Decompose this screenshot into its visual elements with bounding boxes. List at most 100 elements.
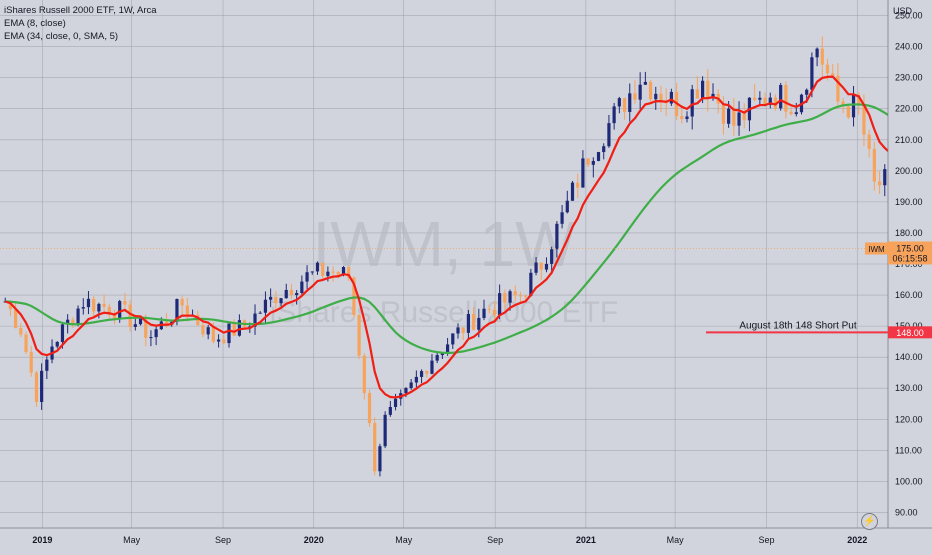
candle-body: [102, 303, 106, 307]
candle-body: [461, 327, 465, 333]
candle-body: [524, 295, 528, 297]
candle-body: [836, 75, 840, 102]
time-tick-label: May: [123, 535, 141, 545]
candle-body: [862, 103, 866, 135]
candle-body: [154, 329, 158, 338]
candle-body: [883, 169, 887, 186]
candle-body: [383, 414, 387, 447]
candle-body: [789, 111, 793, 115]
price-tick-label: 140.00: [895, 352, 923, 362]
candle-body: [487, 308, 491, 310]
indicator-ema-slow[interactable]: EMA (34, close, 0, SMA, 5): [4, 31, 119, 42]
price-tick-label: 200.00: [895, 166, 923, 176]
price-axis-bg: [888, 0, 932, 550]
candle-body: [768, 97, 772, 105]
candle-body: [763, 97, 767, 105]
candle-body: [451, 333, 455, 345]
candle-body: [654, 93, 658, 100]
candle-body: [81, 307, 85, 309]
candle-body: [435, 355, 439, 361]
lightning-icon[interactable]: ⚡: [861, 513, 878, 530]
price-tick-label: 230.00: [895, 73, 923, 83]
candle-body: [539, 262, 543, 270]
candle-body: [550, 249, 554, 264]
candle-body: [378, 446, 382, 472]
price-tick-label: 180.00: [895, 228, 923, 238]
candle-body: [216, 339, 221, 342]
candle-body: [737, 112, 741, 126]
candle-body: [820, 48, 824, 65]
candle-body: [555, 223, 559, 250]
price-tick-label: 210.00: [895, 135, 923, 145]
candle-body: [227, 323, 231, 344]
candle-body: [352, 277, 356, 316]
candle-body: [685, 116, 689, 120]
time-tick-label: Sep: [759, 535, 775, 545]
ema-slow-line: [5, 103, 932, 355]
candle-body: [425, 371, 429, 374]
candle-body: [367, 393, 372, 424]
candle-body: [263, 299, 268, 313]
candle-body: [695, 89, 700, 99]
candle-body: [310, 271, 314, 273]
price-tick-label: 110.00: [895, 445, 922, 455]
candle-body: [326, 271, 330, 276]
candle-body: [144, 317, 148, 338]
time-tick-label: 2020: [304, 535, 324, 545]
chart-legend: iShares Russell 2000 ETF, 1W, Arca EMA (…: [4, 4, 157, 43]
candle-body: [456, 327, 460, 334]
candle-body: [19, 328, 23, 335]
price-tick-label: 150.00: [895, 321, 923, 331]
candle-body: [779, 84, 783, 109]
watermark-symbol: IWM, 1W: [312, 208, 576, 280]
candle-body: [331, 271, 335, 273]
candle-body: [315, 262, 320, 272]
candle-body: [414, 376, 418, 383]
candle-body: [112, 314, 117, 320]
candle-body: [279, 298, 283, 304]
candle-body: [810, 57, 814, 90]
candle-body: [284, 289, 288, 299]
candle-body: [560, 212, 564, 224]
candle-body: [841, 101, 845, 107]
candle-body: [201, 325, 205, 335]
price-tick-label: 130.00: [895, 383, 923, 393]
candle-body: [300, 281, 304, 294]
candle-body: [706, 80, 710, 98]
candle-body: [498, 293, 502, 316]
candle-body: [773, 97, 778, 109]
price-tick-label: 120.00: [895, 414, 923, 424]
candle-body: [440, 352, 444, 356]
time-axis-bg: [0, 528, 932, 550]
candle-body: [518, 295, 523, 297]
countdown-label: 06:15:58: [892, 253, 927, 263]
candle-body: [66, 319, 70, 325]
candle-body: [274, 296, 278, 304]
candle-body: [633, 93, 637, 100]
short-put-annotation: August 18th 148 Short Put: [739, 320, 857, 331]
candle-body: [867, 134, 871, 149]
indicator-ema-fast[interactable]: EMA (8, close): [4, 18, 66, 29]
candle-body: [55, 341, 59, 347]
level-price-box: [888, 326, 932, 339]
candle-body: [107, 306, 111, 315]
candle-body: [472, 314, 476, 330]
candle-body: [138, 317, 143, 325]
candle-body: [643, 81, 647, 85]
watermark-name: iShares Russell 2000 ETF: [270, 296, 619, 329]
candle-body: [149, 337, 153, 339]
candle-body: [659, 93, 663, 102]
candle-body: [237, 320, 242, 336]
candle-body: [8, 301, 13, 310]
candle-body: [612, 106, 616, 124]
candle-body: [34, 372, 39, 402]
price-level: August 18th 148 Short Put: [0, 248, 890, 334]
ema-lines: [4, 75, 932, 399]
symbol-tag-label: IWM: [868, 245, 885, 254]
candle-body: [445, 344, 450, 353]
symbol-title[interactable]: iShares Russell 2000 ETF, 1W, Arca: [4, 5, 157, 16]
candle-body: [846, 106, 850, 118]
candle-body: [492, 309, 497, 316]
